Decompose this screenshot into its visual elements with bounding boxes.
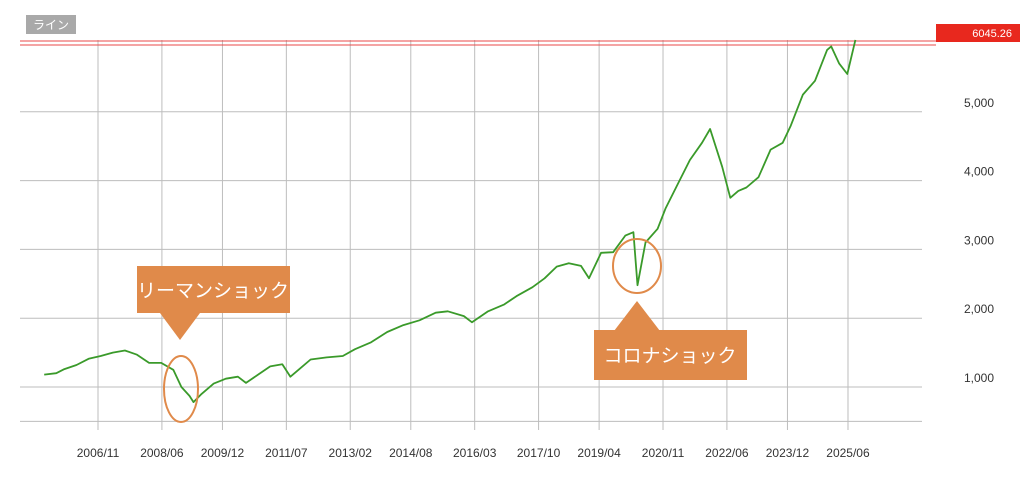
- lehman-callout: リーマンショック: [137, 266, 290, 423]
- x-axis: 2006/11 2008/06 2009/12 2011/07 2013/02 2014/…: [77, 446, 870, 460]
- x-tick-label: 2023/12: [766, 446, 810, 460]
- x-tick-label: 2017/10: [517, 446, 561, 460]
- corona-callout: コロナショック: [594, 238, 747, 380]
- x-tick-label: 2020/11: [642, 446, 685, 460]
- y-axis: 1,000 2,000 3,000 4,000 5,000: [964, 96, 994, 385]
- x-tick-label: 2025/06: [826, 446, 870, 460]
- x-tick-label: 2022/06: [705, 446, 749, 460]
- y-tick-label: 3,000: [964, 233, 994, 247]
- last-value-badge: 6045.26: [936, 24, 1020, 42]
- y-tick-label: 2,000: [964, 302, 994, 316]
- series-line: [44, 39, 857, 404]
- x-tick-label: 2014/08: [389, 446, 433, 460]
- reference-line: [20, 40, 936, 46]
- x-tick-label: 2008/06: [140, 446, 184, 460]
- y-tick-label: 5,000: [964, 96, 994, 110]
- series-group: [44, 39, 857, 404]
- x-tick-label: 2013/02: [329, 446, 373, 460]
- x-tick-label: 2009/12: [201, 446, 245, 460]
- x-tick-label: 2011/07: [265, 446, 308, 460]
- grid: [20, 40, 922, 430]
- corona-highlight-ellipse: [612, 238, 662, 294]
- x-tick-label: 2016/03: [453, 446, 497, 460]
- y-tick-label: 4,000: [964, 165, 994, 179]
- y-tick-label: 1,000: [964, 371, 994, 385]
- lehman-callout-text: リーマンショック: [137, 280, 289, 302]
- x-tick-label: 2006/11: [77, 446, 120, 460]
- corona-callout-text: コロナショック: [603, 345, 736, 367]
- lehman-highlight-ellipse: [163, 355, 199, 423]
- x-tick-label: 2019/04: [577, 446, 621, 460]
- last-value-label: 6045.26: [972, 28, 1012, 40]
- mode-label: ライン: [33, 18, 69, 32]
- mode-badge[interactable]: ライン: [26, 15, 76, 34]
